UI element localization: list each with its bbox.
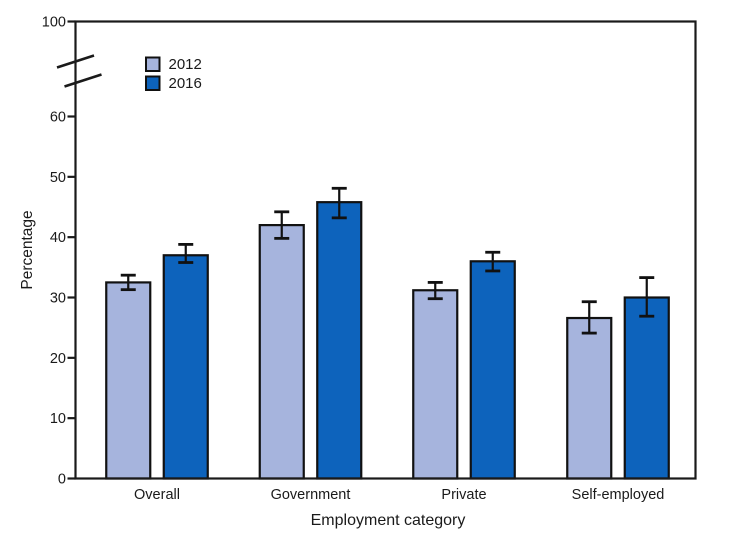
axis-break-mark — [64, 73, 102, 88]
plot-border — [74, 20, 697, 480]
bar-2012-private — [412, 289, 459, 480]
bar-2016-private — [469, 260, 516, 480]
legend-swatch-2012 — [145, 56, 161, 72]
x-category-label: Overall — [134, 487, 180, 503]
x-axis-title: Employment category — [310, 512, 466, 529]
y-tick-label: 50 — [50, 170, 66, 186]
x-category-label: Private — [441, 487, 486, 503]
bar-2016-government — [316, 201, 363, 480]
x-category-label: Government — [271, 487, 351, 503]
axis-break-mark — [56, 54, 95, 69]
y-axis-title: Percentage — [19, 210, 36, 290]
bar-2012-overall — [105, 281, 152, 480]
y-tick-label: 60 — [50, 110, 66, 126]
y-tick-label: 0 — [58, 472, 66, 488]
y-tick-label: 30 — [50, 291, 66, 307]
bar-2012-self-employed — [566, 316, 613, 480]
bar-2016-self-employed — [623, 296, 670, 480]
legend-label: 2012 — [169, 56, 202, 73]
y-tick-label: 100 — [42, 15, 66, 31]
legend-label: 2016 — [169, 75, 202, 92]
y-tick-label: 10 — [50, 411, 66, 427]
bar-2012-government — [258, 224, 305, 480]
bar-2016-overall — [162, 254, 209, 480]
x-category-label: Self-employed — [572, 487, 665, 503]
y-tick-label: 40 — [50, 230, 66, 246]
y-tick-label: 20 — [50, 351, 66, 367]
legend-swatch-2016 — [145, 75, 161, 91]
